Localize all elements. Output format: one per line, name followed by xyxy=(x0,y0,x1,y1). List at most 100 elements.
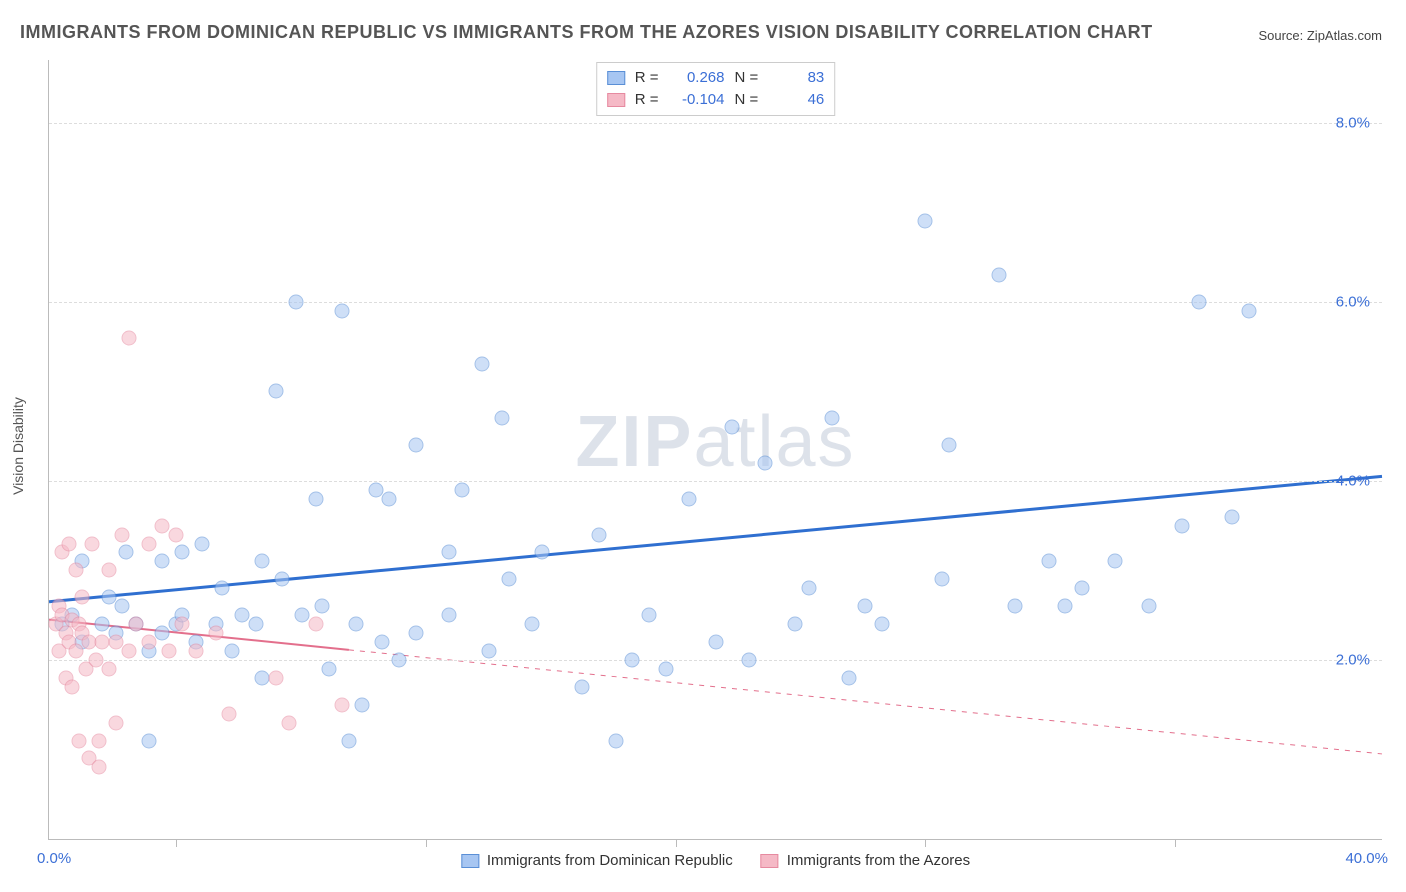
n-value-0: 83 xyxy=(768,67,824,89)
point-dominican xyxy=(918,214,933,229)
point-azores xyxy=(88,652,103,667)
point-dominican xyxy=(1225,509,1240,524)
point-dominican xyxy=(535,545,550,560)
point-dominican xyxy=(155,554,170,569)
y-tick-label: 4.0% xyxy=(1336,472,1370,489)
point-dominican xyxy=(1141,599,1156,614)
x-max-label: 40.0% xyxy=(1345,850,1388,867)
point-dominican xyxy=(255,554,270,569)
y-tick-label: 8.0% xyxy=(1336,114,1370,131)
point-dominican xyxy=(1075,581,1090,596)
point-dominican xyxy=(481,643,496,658)
legend-item-1: Immigrants from the Azores xyxy=(761,852,970,869)
point-dominican xyxy=(681,491,696,506)
point-dominican xyxy=(275,572,290,587)
trendline-solid xyxy=(49,476,1382,601)
point-dominican xyxy=(381,491,396,506)
swatch-blue xyxy=(461,854,479,868)
gridline-h xyxy=(49,660,1382,661)
point-dominican xyxy=(875,617,890,632)
n-label: N = xyxy=(735,67,759,89)
point-dominican xyxy=(315,599,330,614)
point-azores xyxy=(155,518,170,533)
point-dominican xyxy=(741,652,756,667)
point-dominican xyxy=(1191,294,1206,309)
legend-correlation: R = 0.268 N = 83 R = -0.104 N = 46 xyxy=(596,62,836,116)
point-dominican xyxy=(441,545,456,560)
r-label: R = xyxy=(635,89,659,111)
point-dominican xyxy=(341,733,356,748)
x-tick xyxy=(676,839,677,847)
point-azores xyxy=(308,617,323,632)
point-azores xyxy=(65,679,80,694)
point-dominican xyxy=(495,411,510,426)
point-azores xyxy=(101,661,116,676)
point-dominican xyxy=(501,572,516,587)
source-label: Source: ZipAtlas.com xyxy=(1258,28,1382,43)
legend-row-0: R = 0.268 N = 83 xyxy=(607,67,825,89)
point-azores xyxy=(208,626,223,641)
x-tick xyxy=(176,839,177,847)
plot-area: ZIPatlas R = 0.268 N = 83 R = -0.104 N =… xyxy=(48,60,1382,840)
point-dominican xyxy=(1108,554,1123,569)
legend-row-1: R = -0.104 N = 46 xyxy=(607,89,825,111)
point-azores xyxy=(221,706,236,721)
point-azores xyxy=(188,643,203,658)
point-dominican xyxy=(235,608,250,623)
point-dominican xyxy=(308,491,323,506)
point-azores xyxy=(141,635,156,650)
point-dominican xyxy=(725,420,740,435)
legend-item-0: Immigrants from Dominican Republic xyxy=(461,852,733,869)
point-dominican xyxy=(408,438,423,453)
trendline-dashed xyxy=(349,650,1382,754)
point-dominican xyxy=(195,536,210,551)
point-azores xyxy=(175,617,190,632)
y-tick-label: 6.0% xyxy=(1336,293,1370,310)
point-dominican xyxy=(95,617,110,632)
point-dominican xyxy=(575,679,590,694)
trend-lines-layer xyxy=(49,60,1382,839)
point-azores xyxy=(268,670,283,685)
point-azores xyxy=(121,643,136,658)
point-dominican xyxy=(641,608,656,623)
point-dominican xyxy=(441,608,456,623)
point-dominican xyxy=(758,455,773,470)
gridline-h xyxy=(49,302,1382,303)
point-dominican xyxy=(175,545,190,560)
point-dominican xyxy=(268,384,283,399)
point-azores xyxy=(91,733,106,748)
r-value-0: 0.268 xyxy=(669,67,725,89)
point-dominican xyxy=(118,545,133,560)
point-dominican xyxy=(391,652,406,667)
point-azores xyxy=(108,715,123,730)
point-azores xyxy=(115,527,130,542)
x-tick xyxy=(925,839,926,847)
point-dominican xyxy=(658,661,673,676)
y-axis-label: Vision Disability xyxy=(10,397,26,495)
point-azores xyxy=(101,563,116,578)
n-label: N = xyxy=(735,89,759,111)
legend-label-1: Immigrants from the Azores xyxy=(787,852,970,869)
point-dominican xyxy=(288,294,303,309)
point-dominican xyxy=(858,599,873,614)
point-dominican xyxy=(115,599,130,614)
point-dominican xyxy=(101,590,116,605)
point-dominican xyxy=(941,438,956,453)
x-tick xyxy=(1175,839,1176,847)
point-dominican xyxy=(991,267,1006,282)
point-dominican xyxy=(625,652,640,667)
point-azores xyxy=(75,590,90,605)
legend-series: Immigrants from Dominican Republic Immig… xyxy=(461,852,970,869)
point-azores xyxy=(168,527,183,542)
r-value-1: -0.104 xyxy=(669,89,725,111)
point-dominican xyxy=(475,357,490,372)
swatch-pink xyxy=(607,93,625,107)
point-dominican xyxy=(525,617,540,632)
point-dominican xyxy=(1041,554,1056,569)
point-azores xyxy=(141,536,156,551)
legend-label-0: Immigrants from Dominican Republic xyxy=(487,852,733,869)
point-dominican xyxy=(591,527,606,542)
point-dominican xyxy=(788,617,803,632)
chart-title: IMMIGRANTS FROM DOMINICAN REPUBLIC VS IM… xyxy=(20,22,1153,43)
point-dominican xyxy=(1058,599,1073,614)
